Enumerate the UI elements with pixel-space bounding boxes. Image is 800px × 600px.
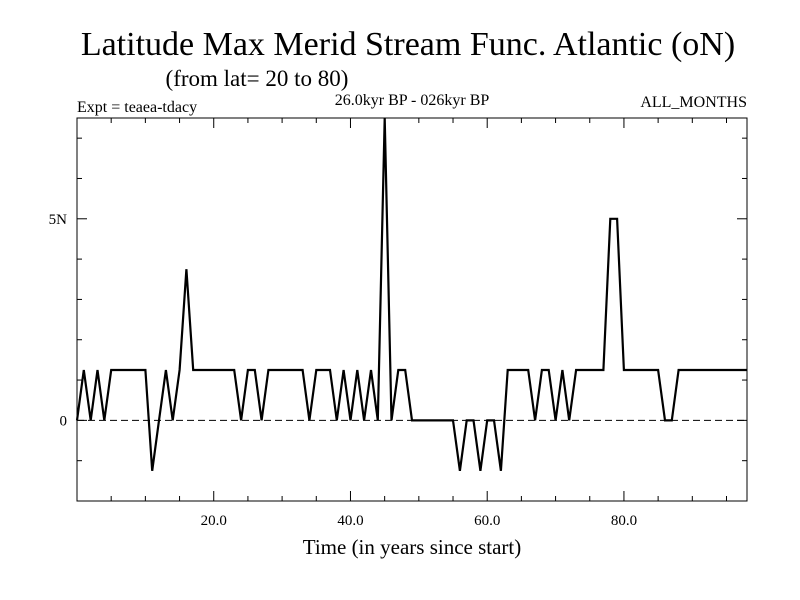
chart-subtitle: (from lat= 20 to 80) (166, 66, 349, 91)
experiment-label: Expt = teaea-tdacy (77, 99, 197, 116)
x-tick-label: 60.0 (474, 513, 500, 529)
x-axis-ticks: 20.0 40.0 60.0 80.0 (201, 118, 637, 529)
series-line (75, 117, 747, 471)
chart-title: Latitude Max Merid Stream Func. Atlantic… (81, 26, 735, 63)
y-minor-ticks (77, 137, 747, 462)
x-tick-label: 40.0 (337, 513, 363, 529)
y-tick-label: 5N (49, 212, 68, 228)
plot-frame (76, 117, 748, 502)
y-tick-label: 0 (60, 413, 68, 429)
y-axis-ticks: 0 5N (49, 212, 747, 429)
months-label: ALL_MONTHS (640, 94, 747, 111)
time-range-label: 26.0kyr BP - 026kyr BP (335, 92, 490, 109)
x-tick-label: 80.0 (611, 513, 637, 529)
x-minor-ticks (110, 118, 727, 501)
x-tick-label: 20.0 (201, 513, 227, 529)
x-axis-label: Time (in years since start) (303, 535, 522, 559)
